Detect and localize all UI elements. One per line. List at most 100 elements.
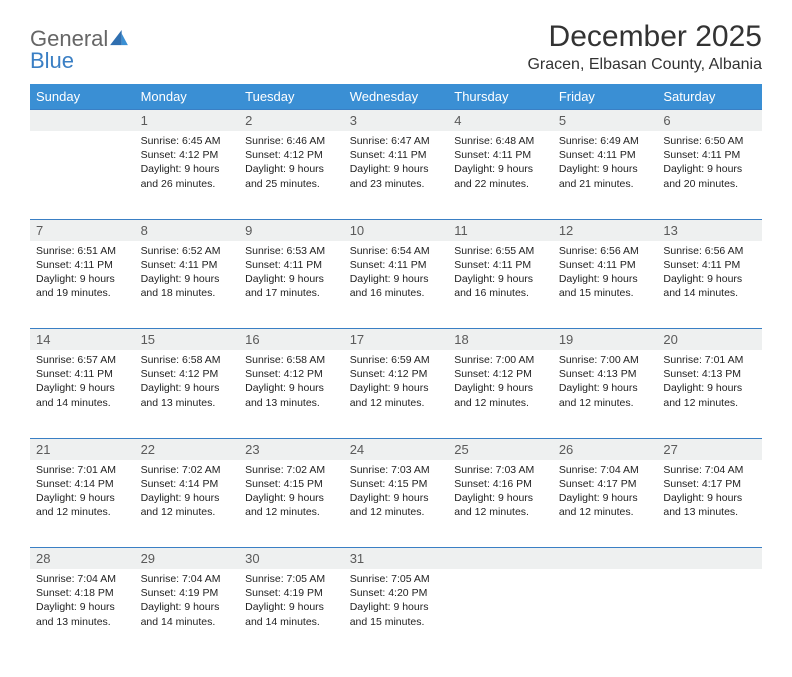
day-number: 14 (36, 332, 50, 347)
daylight-text-2: and 13 minutes. (141, 396, 234, 410)
sunset-text: Sunset: 4:12 PM (245, 148, 338, 162)
daylight-text-2: and 12 minutes. (454, 505, 547, 519)
sunrise-text: Sunrise: 6:52 AM (141, 244, 234, 258)
calendar-body: 123456Sunrise: 6:45 AMSunset: 4:12 PMDay… (30, 110, 762, 658)
day-content-cell: Sunrise: 6:52 AMSunset: 4:11 PMDaylight:… (135, 241, 240, 329)
day-number-cell: 11 (448, 219, 553, 241)
month-title: December 2025 (527, 20, 762, 54)
calendar-page: GeneralBlue December 2025 Gracen, Elbasa… (0, 0, 792, 677)
day-number-cell: 15 (135, 329, 240, 351)
day-number-cell: 17 (344, 329, 449, 351)
daylight-text-1: Daylight: 9 hours (663, 491, 756, 505)
day-number-cell: 19 (553, 329, 658, 351)
sunset-text: Sunset: 4:19 PM (141, 586, 234, 600)
day-number-cell: 25 (448, 438, 553, 460)
sunset-text: Sunset: 4:11 PM (350, 258, 443, 272)
daylight-text-2: and 12 minutes. (559, 505, 652, 519)
day-number: 24 (350, 442, 364, 457)
daylight-text-2: and 12 minutes. (559, 396, 652, 410)
day-content-cell: Sunrise: 7:00 AMSunset: 4:13 PMDaylight:… (553, 350, 658, 438)
day-content-cell: Sunrise: 7:03 AMSunset: 4:15 PMDaylight:… (344, 460, 449, 548)
day-content-cell: Sunrise: 6:54 AMSunset: 4:11 PMDaylight:… (344, 241, 449, 329)
sunset-text: Sunset: 4:17 PM (663, 477, 756, 491)
daynum-row: 78910111213 (30, 219, 762, 241)
day-number: 7 (36, 223, 43, 238)
daylight-text-1: Daylight: 9 hours (663, 162, 756, 176)
day-number-cell: 4 (448, 110, 553, 132)
day-content-cell: Sunrise: 7:05 AMSunset: 4:19 PMDaylight:… (239, 569, 344, 657)
day-content-cell: Sunrise: 7:01 AMSunset: 4:13 PMDaylight:… (657, 350, 762, 438)
day-header: Thursday (448, 84, 553, 110)
sunset-text: Sunset: 4:11 PM (36, 258, 129, 272)
day-number-cell: 10 (344, 219, 449, 241)
sunrise-text: Sunrise: 7:03 AM (350, 463, 443, 477)
daynum-row: 14151617181920 (30, 329, 762, 351)
day-content-cell: Sunrise: 6:45 AMSunset: 4:12 PMDaylight:… (135, 131, 240, 219)
sunrise-text: Sunrise: 6:50 AM (663, 134, 756, 148)
day-number-cell: 31 (344, 548, 449, 570)
sunset-text: Sunset: 4:11 PM (36, 367, 129, 381)
daylight-text-1: Daylight: 9 hours (245, 272, 338, 286)
day-number: 22 (141, 442, 155, 457)
day-number: 8 (141, 223, 148, 238)
daylight-text-1: Daylight: 9 hours (350, 381, 443, 395)
day-number-cell: 26 (553, 438, 658, 460)
day-number: 29 (141, 551, 155, 566)
daylight-text-1: Daylight: 9 hours (454, 272, 547, 286)
header-row: GeneralBlue December 2025 Gracen, Elbasa… (30, 20, 762, 74)
week-row: Sunrise: 7:01 AM Sunset: 4:14 PM Daylight:… (30, 460, 762, 548)
sunrise-text: Sunrise: 7:00 AM (559, 353, 652, 367)
sunset-text: Sunset: 4:15 PM (245, 477, 338, 491)
calendar-table: SundayMondayTuesdayWednesdayThursdayFrid… (30, 84, 762, 657)
sunrise-text: Sunrise: 7:04 AM (36, 572, 129, 586)
day-number-cell: 30 (239, 548, 344, 570)
daylight-text-2: and 12 minutes. (663, 396, 756, 410)
day-content-cell (553, 569, 658, 657)
sunrise-text: Sunrise: 6:59 AM (350, 353, 443, 367)
day-header: Sunday (30, 84, 135, 110)
day-number-cell: 5 (553, 110, 658, 132)
sunset-text: Sunset: 4:19 PM (245, 586, 338, 600)
day-number-cell: 22 (135, 438, 240, 460)
day-number: 16 (245, 332, 259, 347)
sunset-text: Sunset: 4:14 PM (141, 477, 234, 491)
daylight-text-2: and 13 minutes. (36, 615, 129, 629)
day-content-cell: Sunrise: 7:05 AMSunset: 4:20 PMDaylight:… (344, 569, 449, 657)
sunset-text: Sunset: 4:16 PM (454, 477, 547, 491)
day-header: Wednesday (344, 84, 449, 110)
day-number-cell: 18 (448, 329, 553, 351)
daylight-text-2: and 25 minutes. (245, 177, 338, 191)
daynum-row: 123456 (30, 110, 762, 132)
sunset-text: Sunset: 4:15 PM (350, 477, 443, 491)
day-content-cell: Sunrise: 7:02 AMSunset: 4:14 PMDaylight:… (135, 460, 240, 548)
day-number: 19 (559, 332, 573, 347)
day-number-cell: 12 (553, 219, 658, 241)
day-number-cell: 27 (657, 438, 762, 460)
day-number-cell: 13 (657, 219, 762, 241)
day-content-cell: Sunrise: 6:55 AMSunset: 4:11 PMDaylight:… (448, 241, 553, 329)
day-number: 31 (350, 551, 364, 566)
sunset-text: Sunset: 4:11 PM (141, 258, 234, 272)
sunrise-text: Sunrise: 7:04 AM (559, 463, 652, 477)
day-number-cell: 24 (344, 438, 449, 460)
sunrise-text: Sunrise: 6:58 AM (245, 353, 338, 367)
day-number: 25 (454, 442, 468, 457)
day-number: 27 (663, 442, 677, 457)
sunset-text: Sunset: 4:11 PM (663, 148, 756, 162)
day-content-cell (657, 569, 762, 657)
sunrise-text: Sunrise: 7:01 AM (36, 463, 129, 477)
day-number-cell (553, 548, 658, 570)
sunset-text: Sunset: 4:11 PM (663, 258, 756, 272)
daylight-text-1: Daylight: 9 hours (663, 381, 756, 395)
sunset-text: Sunset: 4:11 PM (559, 258, 652, 272)
daylight-text-1: Daylight: 9 hours (36, 381, 129, 395)
sunrise-text: Sunrise: 6:47 AM (350, 134, 443, 148)
day-number: 3 (350, 113, 357, 128)
day-header: Saturday (657, 84, 762, 110)
daylight-text-1: Daylight: 9 hours (454, 381, 547, 395)
week-row: Sunrise: 6:57 AMSunset: 4:11 PMDaylight:… (30, 350, 762, 438)
daylight-text-2: and 20 minutes. (663, 177, 756, 191)
daylight-text-1: Daylight: 9 hours (36, 491, 129, 505)
sunrise-text: Sunrise: 6:58 AM (141, 353, 234, 367)
day-number: 18 (454, 332, 468, 347)
